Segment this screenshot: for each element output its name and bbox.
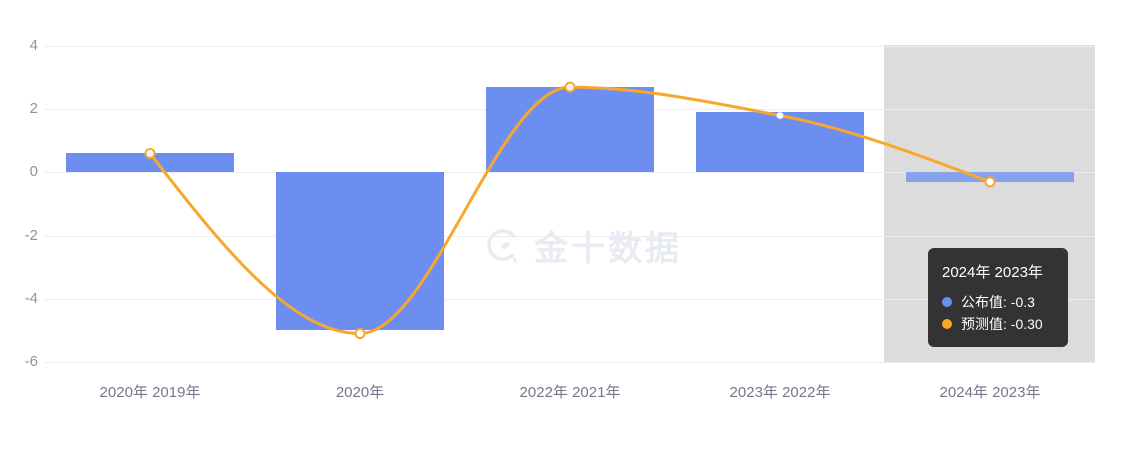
forecast-point-marker[interactable] [144, 147, 156, 159]
gridline [45, 298, 1095, 300]
forecast-point-marker[interactable] [984, 176, 996, 188]
tooltip-forecast-text: 预测值: -0.30 [961, 316, 1043, 332]
x-axis-category-label: 2020年 2019年 [99, 384, 201, 401]
gridline [45, 362, 1095, 363]
tooltip-published-text: 公布值: -0.3 [961, 294, 1035, 310]
x-axis-category-label: 2020年 [335, 384, 385, 401]
y-axis-tick-label: 4 [29, 37, 38, 54]
tooltip: 2024年 2023年 公布值: -0.3 预测值: -0.30 [928, 248, 1068, 347]
y-axis-tick-label: -4 [24, 289, 38, 307]
published-value-bar[interactable] [66, 153, 234, 173]
gridline [45, 46, 1095, 47]
forecast-point-marker[interactable] [564, 81, 576, 93]
gridline [45, 172, 1095, 174]
y-axis-tick-label: 0 [29, 163, 38, 181]
tooltip-title: 2024年 2023年 [942, 264, 1043, 281]
published-value-bar[interactable] [696, 112, 864, 173]
x-axis-category-label: 2023年 2022年 [729, 384, 831, 401]
forecast-point-marker[interactable] [354, 328, 366, 340]
forecast-point-marker[interactable] [776, 112, 784, 119]
gridline [45, 235, 1095, 237]
y-axis-tick-label: 2 [29, 100, 38, 118]
tooltip-row-published: 公布值: -0.3 [942, 291, 1054, 313]
tooltip-row-forecast: 预测值: -0.30 [942, 313, 1054, 335]
published-value-bar[interactable] [276, 172, 444, 331]
x-axis-category-label: 2022年 2021年 [519, 384, 621, 401]
published-value-dot-icon [942, 297, 952, 307]
forecast-line [148, 85, 992, 336]
y-axis-tick-label: -6 [24, 353, 38, 370]
y-axis-tick-label: -2 [24, 226, 38, 244]
forecast-value-dot-icon [942, 319, 952, 329]
x-axis-category-label: 2024年 2023年 [939, 384, 1041, 401]
